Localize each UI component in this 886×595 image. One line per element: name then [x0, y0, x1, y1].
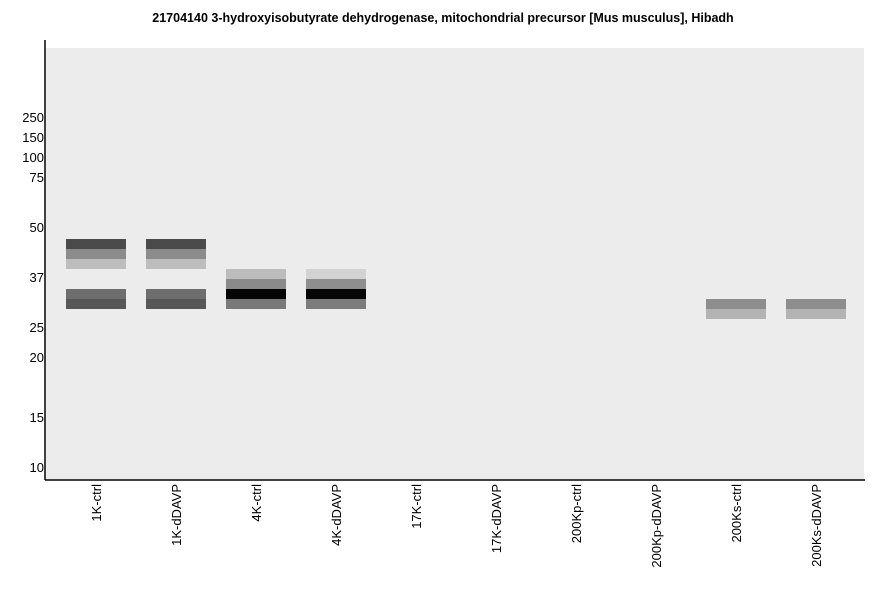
- band-strip: [66, 249, 126, 259]
- band-strip: [146, 259, 206, 269]
- lane-label: 17K-ctrl: [409, 484, 424, 529]
- band-group: [146, 239, 206, 309]
- band-group: [226, 269, 286, 309]
- lane-label: 1K-dDAVP: [169, 484, 184, 546]
- y-tick-label: 15: [30, 410, 44, 425]
- band-group: [306, 269, 366, 309]
- band-strip: [226, 279, 286, 289]
- band-strip: [226, 269, 286, 279]
- band-strip: [786, 309, 846, 319]
- lane-label: 17K-dDAVP: [489, 484, 504, 553]
- lane-label: 200Kp-ctrl: [569, 484, 584, 543]
- band-strip: [66, 259, 126, 269]
- band-strip: [706, 309, 766, 319]
- y-tick-label: 25: [30, 320, 44, 335]
- y-tick-label: 75: [30, 170, 44, 185]
- y-tick-label: 50: [30, 220, 44, 235]
- band-strip: [146, 299, 206, 309]
- y-axis-ticks: 250 150 100 75 50 37 25 20 15 10: [22, 110, 44, 475]
- band-strip: [226, 289, 286, 299]
- y-tick-label: 250: [22, 110, 44, 125]
- bands-layer: [66, 239, 846, 319]
- y-tick-label: 100: [22, 150, 44, 165]
- lane-label: 4K-ctrl: [249, 484, 264, 522]
- band-group: [66, 239, 126, 309]
- lane-label: 200Ks-ctrl: [729, 484, 744, 543]
- lane-label: 1K-ctrl: [89, 484, 104, 522]
- band-strip: [146, 289, 206, 299]
- band-strip: [66, 299, 126, 309]
- band-strip: [306, 269, 366, 279]
- lane-label: 200Kp-dDAVP: [649, 484, 664, 568]
- y-tick-label: 150: [22, 130, 44, 145]
- band-strip: [706, 299, 766, 309]
- band-strip: [306, 279, 366, 289]
- lane-label: 4K-dDAVP: [329, 484, 344, 546]
- band-strip: [226, 299, 286, 309]
- y-tick-label: 10: [30, 460, 44, 475]
- band-strip: [66, 289, 126, 299]
- y-tick-label: 37: [30, 270, 44, 285]
- band-strip: [146, 249, 206, 259]
- y-tick-label: 20: [30, 350, 44, 365]
- lane-labels: 1K-ctrl 1K-dDAVP 4K-ctrl 4K-dDAVP 17K-ctrl 17…: [89, 484, 824, 568]
- band-strip: [786, 299, 846, 309]
- band-group: [706, 299, 766, 319]
- chart-title: 21704140 3-hydroxyisobutyrate dehydrogen…: [152, 11, 734, 25]
- band-group: [786, 299, 846, 319]
- band-strip: [66, 239, 126, 249]
- band-strip: [146, 239, 206, 249]
- band-strip: [306, 289, 366, 299]
- band-strip: [306, 299, 366, 309]
- lane-label: 200Ks-dDAVP: [809, 484, 824, 567]
